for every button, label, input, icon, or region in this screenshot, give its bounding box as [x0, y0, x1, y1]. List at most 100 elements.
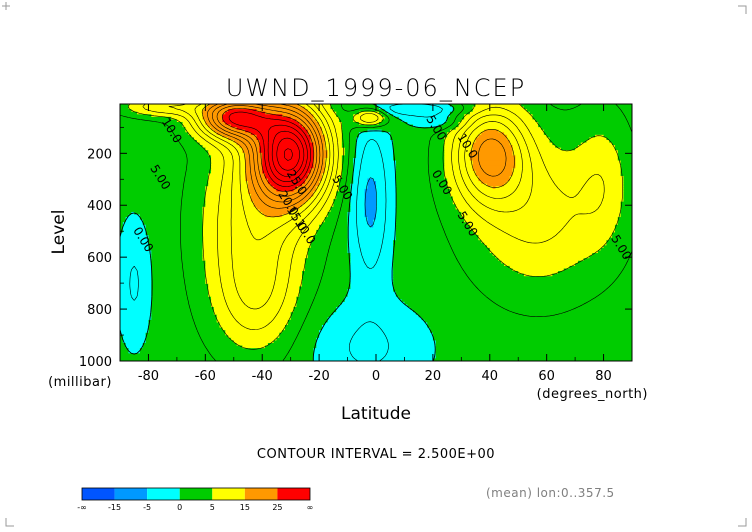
contour-fill-cell — [120, 137, 195, 141]
contour-fill-cell — [376, 181, 397, 185]
contour-fill-cell — [336, 307, 411, 311]
contour-fill-cell — [128, 214, 141, 218]
contour-fill-cell — [276, 337, 317, 342]
contour-fill-cell — [202, 109, 229, 113]
contour-fill-cell — [444, 157, 471, 162]
contour-fill-cell — [432, 335, 632, 339]
contour-fill-cell — [515, 165, 622, 169]
contour-fill-cell — [395, 183, 448, 187]
contour-fill-cell — [495, 186, 625, 190]
contour-fill-cell — [265, 175, 309, 180]
contour-fill-cell — [327, 152, 346, 156]
contour-fill-cell — [412, 309, 632, 313]
contour-fill-cell — [341, 160, 354, 164]
contour-fill-cell — [211, 304, 297, 308]
contour-fill-cell — [202, 224, 320, 228]
contour-fill-cell — [464, 116, 534, 121]
contour-fill-cell — [205, 265, 306, 270]
contour-fill-cell — [205, 201, 255, 205]
contour-fill-cell — [290, 312, 334, 316]
contour-fill-cell — [344, 296, 400, 300]
contour-fill-cell — [395, 227, 471, 231]
contour-fill-cell — [327, 155, 343, 159]
contour-fill-cell — [614, 147, 632, 151]
contour-fill-cell — [313, 155, 329, 159]
contour-fill-cell — [609, 139, 632, 144]
contour-fill-cell — [603, 245, 632, 249]
contour-fill-cell — [347, 224, 371, 228]
contour-fill-cell — [506, 137, 551, 141]
contour-fill-cell — [128, 350, 141, 354]
contour-fill-cell — [120, 134, 192, 139]
contour-fill-cell — [216, 319, 289, 324]
contour-line — [129, 104, 443, 361]
contour-fill-cell — [393, 283, 632, 288]
contour-fill-cell — [350, 201, 366, 205]
contour-fill-cell — [193, 137, 229, 141]
contour-fill-cell — [469, 227, 616, 231]
contour-fill-cell — [242, 147, 260, 151]
contour-fill-cell — [575, 263, 632, 267]
contour-fill-cell — [202, 245, 312, 249]
contour-fill-cell — [395, 217, 465, 221]
contour-fill-cell — [472, 109, 528, 113]
contour-fill-cell — [378, 106, 454, 110]
contour-fill-cell — [552, 273, 632, 277]
contour-fill-cell — [347, 237, 397, 241]
contour-fill-cell — [364, 196, 377, 200]
contour-fill-cell — [395, 163, 445, 167]
contour-line — [271, 130, 305, 177]
contour-fill-cell — [347, 291, 397, 295]
x-tick-label: 40 — [482, 369, 499, 384]
contour-fill-cell — [151, 281, 206, 285]
contour-fill-cell — [432, 332, 632, 336]
x-tick-label: 80 — [595, 369, 612, 384]
contour-fill-cell — [509, 175, 625, 180]
contour-fill-cell — [307, 109, 334, 113]
contour-fill-cell — [148, 240, 204, 244]
contour-fill-cell — [350, 258, 394, 262]
contour-fill-cell — [324, 168, 343, 172]
contour-fill-cell — [478, 175, 511, 180]
contour-fill-cell — [484, 242, 607, 246]
contour-fill-cell — [120, 165, 212, 169]
contour-fill-cell — [151, 268, 206, 272]
contour-fill-cell — [356, 152, 394, 156]
contour-fill-cell — [125, 219, 144, 223]
contour-fill-cell — [262, 211, 289, 216]
contour-fill-cell — [347, 250, 394, 254]
contour-fill-cell — [341, 129, 369, 133]
contour-fill-cell — [353, 170, 397, 174]
contour-fill-cell — [290, 116, 315, 121]
contour-fill-cell — [381, 114, 394, 118]
contour-fill-cell — [597, 250, 632, 254]
contour-fill-cell — [245, 170, 263, 174]
contour-fill-cell — [120, 168, 212, 172]
contour-fill-cell — [120, 237, 150, 241]
contour-fill-cell — [134, 211, 204, 216]
contour-fill-cell — [327, 214, 349, 218]
contour-fill-cell — [151, 304, 212, 308]
contour-fill-cell — [148, 325, 221, 329]
contour-fill-cell — [350, 199, 366, 203]
contour-fill-cell — [139, 214, 204, 218]
contour-fill-cell — [273, 186, 297, 190]
colorbar-tick-label: -∞ — [77, 503, 87, 512]
contour-fill-cell — [350, 286, 394, 290]
contour-fill-cell — [233, 139, 260, 144]
contour-fill-cell — [302, 124, 320, 128]
contour-fill-cell — [293, 309, 337, 313]
contour-fill-cell — [302, 271, 351, 275]
contour-fill-cell — [324, 219, 349, 223]
contour-fill-cell — [390, 137, 445, 141]
y-tick-label: 800 — [87, 303, 112, 318]
contour-fill-cell — [151, 276, 206, 280]
contour-fill-cell — [472, 160, 516, 164]
contour-fill-cell — [120, 193, 206, 198]
contour-line — [267, 124, 308, 182]
contour-fill-cell — [120, 312, 152, 316]
y-axis-label: Level — [49, 210, 69, 255]
contour-fill-cell — [395, 222, 468, 226]
contour-fill-cell — [395, 211, 462, 216]
contour-fill-cell — [580, 142, 613, 146]
